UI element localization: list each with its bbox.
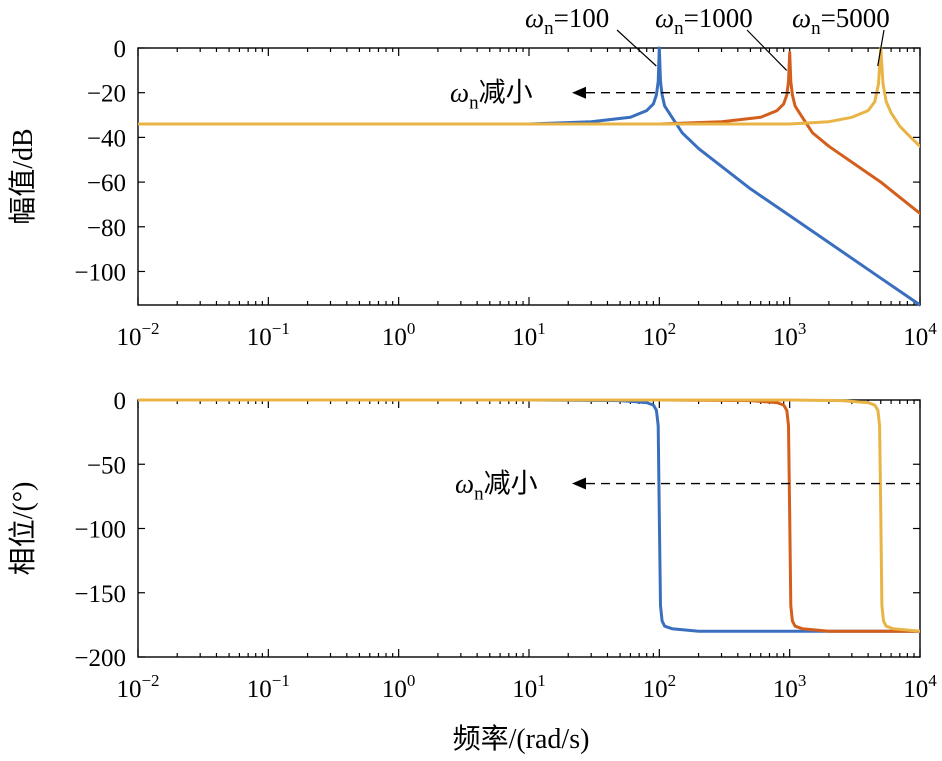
decrease-indicator-2: ωn减小 [455,469,920,505]
series-line-wn-100 [138,398,920,633]
x-tick-label: 101 [512,319,546,351]
x-axis-label: 频率/(rad/s) [453,723,590,755]
series-line-wn-1000 [138,51,920,215]
y-tick-label: −150 [74,581,126,608]
peak-leader-line [877,29,885,67]
x-tick-label: 100 [382,671,416,703]
x-tick-label: 100 [382,319,416,351]
y-tick-label: −200 [74,645,126,672]
peak-leader-line [616,29,657,67]
x-tick-label: 103 [773,671,807,703]
peak-label-label-1000: ωn=1000 [655,3,753,39]
peak-label-label-100: ωn=100 [525,3,609,39]
series-line-wn-5000 [138,398,920,633]
x-tick-label: 102 [643,671,677,703]
y-tick-label: −80 [87,215,126,242]
x-tick-label: 10−1 [247,319,290,351]
y-axis-label: 相位/(°) [7,482,39,576]
series-line-wn-1000 [138,398,920,633]
x-tick-label: 101 [512,671,546,703]
omega-decrease-label: ωn减小 [450,78,533,114]
omega-decrease-label: ωn减小 [455,469,538,505]
x-tick-label: 10−2 [116,319,159,351]
x-tick-label: 104 [903,319,937,351]
series-line-wn-100 [138,46,920,307]
peak-leader-line [746,29,788,71]
y-tick-label: 0 [114,388,127,415]
x-tick-label: 10−2 [116,671,159,703]
left-arrow-head [572,86,586,99]
peak-label-label-5000: ωn=5000 [792,3,890,39]
y-axis-label: 幅值/dB [7,128,39,224]
x-tick-label: 10−1 [247,671,290,703]
x-tick-label: 104 [903,671,937,703]
axes-1: 0 −20 −40 −60 −80 −100 10−2 10−1 100 101 102 103 104… [7,36,937,351]
y-tick-label: −60 [87,170,126,197]
series-line-wn-5000 [138,46,920,148]
y-tick-label: −100 [74,517,126,544]
y-tick-label: −20 [87,81,126,108]
y-tick-label: 0 [114,36,127,63]
axes-frame [137,399,921,658]
x-tick-label: 102 [643,319,677,351]
y-tick-label: −50 [87,452,126,479]
left-arrow-head [572,477,586,490]
y-tick-label: −100 [74,259,126,286]
x-tick-label: 103 [773,319,807,351]
y-tick-label: −40 [87,125,126,152]
peak-labels: ωn=100 ωn=1000 ωn=5000 [525,3,890,71]
decrease-indicator-1: ωn减小 [450,78,920,114]
